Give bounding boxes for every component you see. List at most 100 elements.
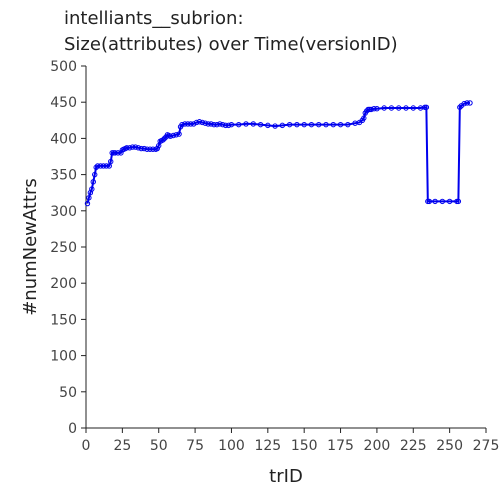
data-point (308, 121, 315, 128)
x-tick-label: 0 (82, 438, 91, 454)
data-point (388, 105, 395, 111)
data-point (97, 163, 104, 169)
data-point (228, 121, 235, 128)
data-point (279, 122, 286, 129)
data-point (316, 121, 322, 128)
x-tick-label: 50 (150, 438, 168, 454)
data-point (179, 121, 185, 128)
y-tick-label: 200 (50, 276, 77, 292)
x-tick-label: 75 (186, 438, 204, 454)
data-point (426, 198, 432, 205)
data-point (86, 195, 92, 201)
data-point (455, 198, 462, 205)
data-point (374, 106, 380, 112)
data-point (396, 105, 402, 111)
data-point (100, 163, 107, 169)
data-point (250, 121, 256, 127)
data-point (461, 100, 467, 107)
data-point (214, 121, 220, 128)
data-point (423, 104, 430, 110)
data-point (147, 146, 153, 152)
data-point (294, 121, 300, 128)
data-point (301, 121, 307, 128)
x-tick-label: 225 (400, 438, 427, 454)
y-axis-label: #numNewAttrs (20, 178, 41, 316)
y-tick-label: 350 (50, 168, 77, 184)
data-point (337, 121, 344, 128)
data-point (160, 137, 166, 143)
data-point (170, 132, 176, 139)
data-point (90, 179, 96, 185)
data-point (345, 121, 351, 128)
data-point (94, 163, 101, 169)
data-point (410, 105, 416, 111)
data-point (208, 121, 214, 127)
data-point (115, 150, 121, 156)
data-point (132, 144, 139, 150)
x-axis-label: trID (269, 466, 303, 487)
x-axis-ticks: 0 25 50 75 100 125 150 175 200 225 250 275 (82, 428, 499, 454)
data-point (257, 121, 264, 128)
data-point (190, 121, 197, 127)
data-point (84, 200, 91, 207)
data-point (92, 171, 98, 178)
y-tick-label: 50 (59, 385, 77, 401)
data-point (446, 198, 453, 205)
data-point (188, 121, 194, 127)
data-point (371, 106, 377, 112)
data-point (330, 121, 336, 128)
data-point (193, 119, 200, 126)
data-point (202, 120, 208, 126)
data-point (211, 121, 217, 128)
x-tick-label: 25 (113, 438, 131, 454)
series-line (86, 101, 470, 204)
x-tick-label: 175 (327, 438, 354, 454)
data-point (182, 121, 188, 127)
data-point (112, 150, 118, 156)
chart-title-line-1: intelliants__subrion: (64, 8, 244, 29)
data-point (173, 132, 179, 138)
data-point (225, 122, 232, 129)
data-point (176, 131, 182, 137)
data-point (439, 198, 446, 205)
y-tick-label: 400 (50, 131, 77, 147)
data-point (167, 133, 174, 139)
data-point (243, 121, 249, 127)
data-point (265, 122, 271, 129)
data-point (457, 104, 463, 110)
data-point (144, 146, 150, 152)
data-point (217, 121, 223, 127)
data-point (129, 144, 136, 150)
y-axis-ticks: 0 50 100 150 200 250 300 350 400 450 500 (50, 59, 86, 437)
data-point (403, 105, 409, 111)
data-point (103, 163, 110, 169)
y-tick-label: 500 (50, 59, 77, 75)
x-tick-label: 150 (291, 438, 318, 454)
data-point (154, 145, 160, 152)
x-tick-label: 250 (436, 438, 463, 454)
data-point (432, 198, 438, 205)
data-point (138, 145, 144, 152)
y-tick-label: 150 (50, 312, 77, 328)
data-point (141, 145, 147, 152)
series-layer (84, 100, 473, 207)
data-point (161, 135, 168, 142)
data-point (323, 121, 329, 128)
data-point (199, 119, 206, 126)
y-tick-label: 300 (50, 204, 77, 220)
data-point (220, 121, 226, 128)
data-point (126, 145, 133, 151)
chart-title-line-2: Size(attributes) over Time(versionID) (64, 34, 398, 55)
data-point (467, 100, 473, 106)
data-point (222, 122, 229, 129)
data-point (89, 186, 95, 192)
x-tick-label: 100 (218, 438, 245, 454)
data-point (361, 115, 367, 121)
data-point (272, 123, 278, 129)
y-tick-label: 450 (50, 95, 77, 111)
data-point (118, 150, 124, 156)
x-tick-label: 125 (254, 438, 281, 454)
data-point (185, 121, 191, 127)
data-point (205, 121, 211, 127)
